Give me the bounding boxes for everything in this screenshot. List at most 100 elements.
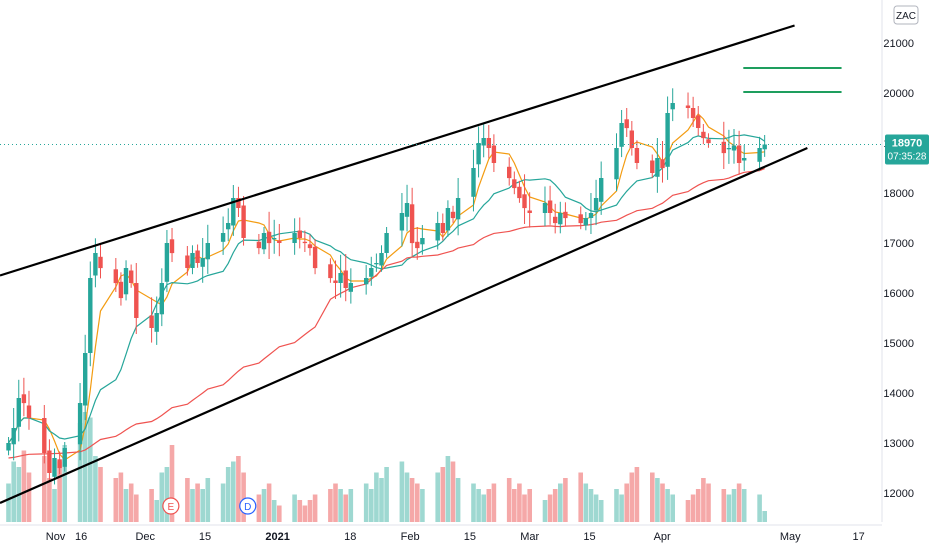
candle [409,187,415,257]
candle [706,133,711,148]
candle [384,227,389,258]
candle [614,133,619,192]
volume-bar [542,500,548,522]
candle-body [491,145,497,163]
time-tick-label: May [780,531,801,543]
volume-bar [118,472,124,522]
candle-body [118,281,124,299]
candle [328,258,333,283]
candle-body [16,398,21,427]
candle [236,186,241,217]
volume-bar [547,494,553,522]
volume-bar [455,478,461,522]
price-tick-label: 21000 [883,38,914,50]
candle-body [629,130,634,148]
candle [629,121,634,156]
volume-bar [134,494,139,522]
candle [599,161,604,215]
candle-body [507,166,512,179]
candle [527,192,532,228]
candle-body [277,240,282,243]
volume-bar [614,489,619,522]
volume-bar [205,478,211,522]
volume-bar [522,494,527,522]
candle-body [6,443,11,451]
candle-body [542,203,548,213]
candle-body [52,458,57,477]
candle-body [348,283,353,292]
candle [98,243,103,279]
volume-bar [333,483,338,522]
price-tick-label: 15000 [883,338,914,350]
candle-body [685,105,691,108]
volume-bar [563,478,568,522]
volume-bar [757,494,762,522]
candle-body [558,213,563,225]
candle [690,96,696,127]
candle [440,213,445,241]
event-marker-circle [239,497,257,515]
volume-bar [624,483,629,522]
candle [578,206,583,230]
candle-body [670,103,675,110]
candle-body [624,119,629,129]
candle [374,253,379,272]
candle [16,379,21,442]
volume-bar [47,478,52,522]
candle [471,149,476,212]
time-tick-label: Feb [401,531,420,543]
volume-bar [598,500,604,522]
candle-body [379,253,384,266]
candle [742,145,747,171]
candle-body [195,250,200,263]
candle-body [226,223,231,230]
candle [542,186,548,227]
volume-bar [404,472,410,522]
candle [420,225,425,255]
candle-body [149,315,154,328]
candle-body [384,233,389,253]
candle-body [527,210,532,213]
volume-bar [88,417,93,522]
channel-trendlines [0,24,808,505]
candle [553,203,558,234]
candle-body [98,256,103,269]
candle-body [665,113,670,167]
volume-bar [481,494,486,522]
volume-bar [731,489,737,522]
volume-bar [450,461,456,522]
volume-bar [220,483,226,522]
candle [226,208,231,242]
candle-body [83,353,88,406]
candle-body [374,263,379,265]
candle-body [205,243,210,260]
candle [256,234,262,255]
candle [415,227,420,260]
candle [624,108,629,137]
volume-bar [399,461,405,522]
candle-body [415,241,420,249]
candle-body [578,214,583,224]
event-marker-label: D [244,502,251,513]
candle-body [762,144,767,150]
symbol-badge[interactable]: ZAC [893,5,919,25]
candle [343,254,348,302]
candle-body [404,203,410,217]
price-tick-label: 14000 [883,388,914,400]
candle [583,212,588,231]
volume-bar [593,494,599,522]
candle [757,136,762,171]
price-axis[interactable]: 1200013000140001500016000170001800019000… [881,0,914,522]
volume-bar [726,494,732,522]
volume-bar [665,489,670,522]
volume-bar [154,500,159,522]
candle [134,263,139,334]
target-lines [743,67,842,93]
candle [77,383,83,461]
candle-body [113,269,118,284]
candle [190,245,195,275]
volume-bar [741,489,747,522]
time-axis[interactable]: Nov 16 Dec 15 2021 18 Feb 15 Mar 15 Apr May 17 [0,524,882,543]
candle [721,121,726,169]
